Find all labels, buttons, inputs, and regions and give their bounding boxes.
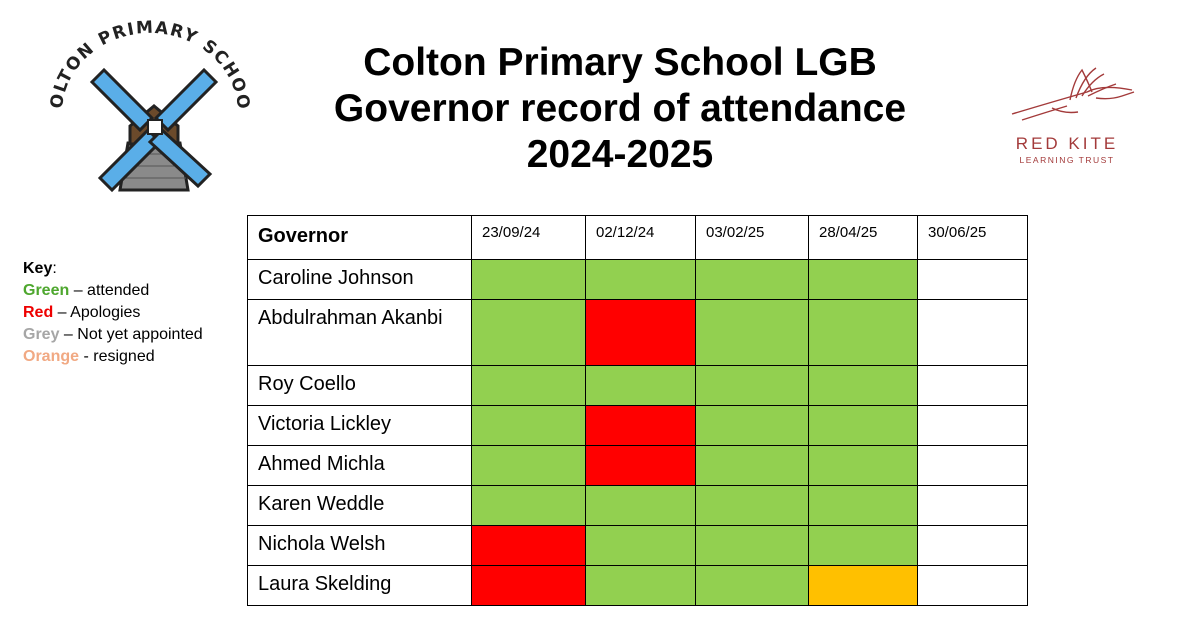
school-logo-text: COLTON PRIMARY SCHOOL bbox=[33, 3, 252, 111]
attendance-cell-attended bbox=[808, 485, 918, 526]
attendance-cell-apologies bbox=[471, 525, 586, 566]
attendance-cell-empty bbox=[917, 299, 1028, 366]
key-item-grey: Grey – Not yet appointed bbox=[23, 326, 203, 343]
legend-key: Key: Green – attended Red – Apologies Gr… bbox=[23, 258, 233, 368]
date-column-header: 28/04/25 bbox=[808, 215, 918, 260]
attendance-cell-attended bbox=[695, 565, 809, 606]
trust-name: RED KITE bbox=[1016, 134, 1118, 153]
date-column-header: 30/06/25 bbox=[917, 215, 1028, 260]
attendance-cell-attended bbox=[585, 525, 696, 566]
attendance-cell-empty bbox=[917, 485, 1028, 526]
attendance-cell-resigned bbox=[808, 565, 918, 606]
attendance-cell-attended bbox=[585, 485, 696, 526]
attendance-cell-empty bbox=[917, 365, 1028, 406]
attendance-cell-empty bbox=[917, 259, 1028, 300]
attendance-cell-attended bbox=[695, 365, 809, 406]
governor-name: Karen Weddle bbox=[247, 485, 472, 526]
key-item-red: Red – Apologies bbox=[23, 304, 141, 321]
attendance-cell-attended bbox=[695, 259, 809, 300]
governor-name: Ahmed Michla bbox=[247, 445, 472, 486]
attendance-cell-attended bbox=[695, 525, 809, 566]
attendance-cell-attended bbox=[471, 365, 586, 406]
attendance-cell-attended bbox=[471, 485, 586, 526]
attendance-cell-empty bbox=[917, 565, 1028, 606]
key-item-orange: Orange - resigned bbox=[23, 348, 155, 365]
attendance-cell-apologies bbox=[585, 405, 696, 446]
governor-column-header: Governor bbox=[247, 215, 472, 260]
attendance-cell-attended bbox=[695, 405, 809, 446]
governor-row: Abdulrahman Akanbi bbox=[247, 299, 1028, 366]
attendance-cell-attended bbox=[471, 259, 586, 300]
page-title: Colton Primary School LGB Governor recor… bbox=[280, 40, 960, 178]
date-column-header: 02/12/24 bbox=[585, 215, 696, 260]
title-line-1: Colton Primary School LGB bbox=[363, 41, 877, 84]
attendance-cell-attended bbox=[808, 405, 918, 446]
svg-text:COLTON PRIMARY SCHOOL: COLTON PRIMARY SCHOOL bbox=[40, 18, 253, 111]
attendance-cell-apologies bbox=[585, 299, 696, 366]
governor-row: Karen Weddle bbox=[247, 485, 1028, 526]
title-line-2: Governor record of attendance bbox=[333, 87, 907, 130]
attendance-cell-apologies bbox=[585, 445, 696, 486]
governor-name: Laura Skelding bbox=[247, 565, 472, 606]
attendance-cell-apologies bbox=[471, 565, 586, 606]
key-heading: Key: bbox=[23, 260, 57, 277]
governor-row: Caroline Johnson bbox=[247, 259, 1028, 300]
attendance-table: Governor 23/09/24 02/12/24 03/02/25 28/0… bbox=[247, 215, 1028, 606]
attendance-cell-attended bbox=[695, 445, 809, 486]
governor-name: Victoria Lickley bbox=[247, 405, 472, 446]
trust-logo: RED KITE LEARNING TRUST bbox=[992, 62, 1142, 172]
attendance-cell-attended bbox=[471, 445, 586, 486]
attendance-cell-attended bbox=[808, 259, 918, 300]
attendance-cell-empty bbox=[917, 525, 1028, 566]
table-header-row: Governor 23/09/24 02/12/24 03/02/25 28/0… bbox=[247, 215, 1028, 260]
governor-name: Roy Coello bbox=[247, 365, 472, 406]
attendance-cell-empty bbox=[917, 405, 1028, 446]
attendance-cell-attended bbox=[585, 565, 696, 606]
key-item-green: Green – attended bbox=[23, 282, 150, 299]
governor-row: Nichola Welsh bbox=[247, 525, 1028, 566]
attendance-cell-attended bbox=[585, 365, 696, 406]
school-logo: COLTON PRIMARY SCHOOL bbox=[33, 3, 255, 198]
attendance-cell-empty bbox=[917, 445, 1028, 486]
governor-name: Caroline Johnson bbox=[247, 259, 472, 300]
trust-sub: LEARNING TRUST bbox=[1020, 155, 1115, 165]
attendance-cell-attended bbox=[695, 299, 809, 366]
governor-row: Roy Coello bbox=[247, 365, 1028, 406]
date-column-header: 03/02/25 bbox=[695, 215, 809, 260]
governor-name: Abdulrahman Akanbi bbox=[247, 299, 472, 366]
attendance-cell-attended bbox=[585, 259, 696, 300]
attendance-cell-attended bbox=[808, 299, 918, 366]
attendance-cell-attended bbox=[695, 485, 809, 526]
attendance-cell-attended bbox=[808, 365, 918, 406]
governor-row: Victoria Lickley bbox=[247, 405, 1028, 446]
governor-row: Ahmed Michla bbox=[247, 445, 1028, 486]
kite-bird-icon bbox=[1011, 67, 1135, 121]
attendance-cell-attended bbox=[471, 405, 586, 446]
title-line-3: 2024-2025 bbox=[526, 133, 714, 176]
attendance-cell-attended bbox=[808, 525, 918, 566]
attendance-cell-attended bbox=[471, 299, 586, 366]
date-column-header: 23/09/24 bbox=[471, 215, 586, 260]
governor-name: Nichola Welsh bbox=[247, 525, 472, 566]
attendance-cell-attended bbox=[808, 445, 918, 486]
governor-row: Laura Skelding bbox=[247, 565, 1028, 606]
